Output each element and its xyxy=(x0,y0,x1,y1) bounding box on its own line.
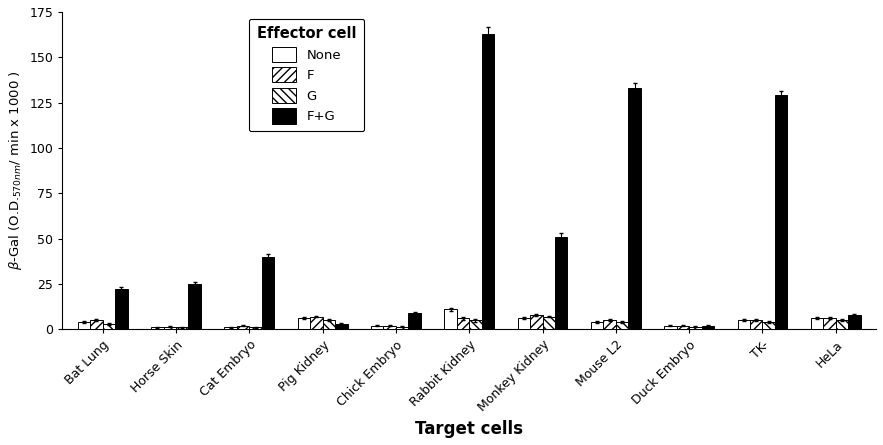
Bar xyxy=(664,326,676,329)
Bar xyxy=(396,327,409,329)
Bar xyxy=(591,322,603,329)
Bar xyxy=(90,320,102,329)
Bar xyxy=(78,322,90,329)
Bar xyxy=(615,322,629,329)
Bar xyxy=(224,328,237,329)
Bar xyxy=(762,322,775,329)
Bar xyxy=(629,88,641,329)
Bar xyxy=(517,319,530,329)
Bar xyxy=(849,315,861,329)
Bar xyxy=(750,320,762,329)
Bar xyxy=(176,328,188,329)
Bar xyxy=(835,320,849,329)
Bar xyxy=(261,257,275,329)
Bar xyxy=(811,319,823,329)
Bar xyxy=(530,315,542,329)
Y-axis label: $\beta$-Gal (O.D.$_{570nm}$/ min x 1000 ): $\beta$-Gal (O.D.$_{570nm}$/ min x 1000 … xyxy=(7,71,24,271)
Bar xyxy=(555,237,568,329)
Bar xyxy=(371,326,383,329)
Bar xyxy=(469,320,482,329)
Bar xyxy=(188,284,201,329)
Bar xyxy=(383,326,396,329)
Bar xyxy=(322,320,335,329)
Bar xyxy=(409,313,421,329)
Bar xyxy=(115,289,128,329)
Bar xyxy=(163,327,176,329)
Legend: None, F, G, F+G: None, F, G, F+G xyxy=(249,19,364,131)
Bar xyxy=(689,327,702,329)
Bar xyxy=(151,328,163,329)
X-axis label: Target cells: Target cells xyxy=(415,420,524,438)
Bar xyxy=(102,324,115,329)
Bar xyxy=(335,324,348,329)
Bar xyxy=(775,95,788,329)
Bar xyxy=(237,326,249,329)
Bar xyxy=(482,34,494,329)
Bar xyxy=(823,319,835,329)
Bar xyxy=(457,319,469,329)
Bar xyxy=(603,320,615,329)
Bar xyxy=(310,316,322,329)
Bar xyxy=(702,326,714,329)
Bar xyxy=(737,320,750,329)
Bar xyxy=(444,309,457,329)
Bar xyxy=(542,316,555,329)
Bar xyxy=(249,328,261,329)
Bar xyxy=(298,319,310,329)
Bar xyxy=(676,326,689,329)
